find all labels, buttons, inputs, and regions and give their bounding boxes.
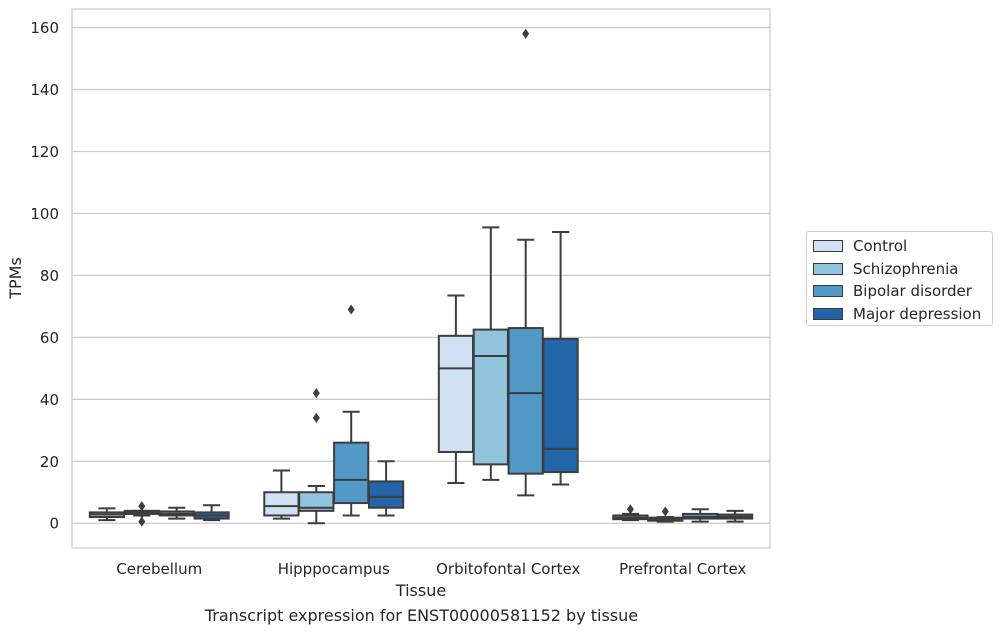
y-tick-label: 140 xyxy=(30,81,59,99)
legend-swatch xyxy=(813,285,843,297)
box-iqr xyxy=(437,334,475,453)
y-tick-label: 0 xyxy=(49,515,59,533)
y-tick-label: 60 xyxy=(40,329,59,347)
box-bipolar-disorder xyxy=(158,506,195,520)
legend-item: Control xyxy=(813,237,907,255)
grid-lines xyxy=(72,26,770,524)
legend-item: Major depression xyxy=(813,305,981,323)
box-schizophrenia xyxy=(472,226,509,481)
legend-swatch xyxy=(813,307,843,320)
x-tick-label: Hipppocampus xyxy=(278,560,390,578)
legend: Control Schizophrenia Bipolar disorder Majo… xyxy=(806,231,993,326)
legend-swatch xyxy=(813,262,843,275)
x-tick-label: Cerebellum xyxy=(116,560,202,578)
box-bipolar-disorder xyxy=(333,304,370,517)
figure-caption: Transcript expression for ENST0000058115… xyxy=(204,606,639,625)
box-bipolar-disorder xyxy=(507,28,544,497)
x-tick-label: Prefrontal Cortex xyxy=(619,560,746,578)
legend-label: Control xyxy=(853,237,908,255)
x-axis-ticks: Cerebellum Hipppocampus Orbitofontal Corte… xyxy=(116,560,746,578)
box-major-depression xyxy=(367,460,405,517)
box-iqr xyxy=(472,328,509,466)
y-tick-label: 20 xyxy=(40,453,59,471)
box-control xyxy=(437,294,475,484)
y-axis-label: TPMs xyxy=(6,257,25,300)
box-major-depression xyxy=(716,509,754,523)
legend-label: Major depression xyxy=(853,304,982,323)
box-iqr xyxy=(507,327,544,475)
legend-label: Schizophrenia xyxy=(853,259,959,278)
box-schizophrenia xyxy=(298,388,335,525)
y-tick-label: 40 xyxy=(40,391,59,409)
y-tick-label: 160 xyxy=(30,19,59,37)
y-axis-ticks: 0 20 40 60 80 100 120 140 160 xyxy=(30,19,59,533)
outlier-point xyxy=(312,388,320,399)
outlier-point xyxy=(312,412,320,423)
legend-swatch xyxy=(813,240,843,252)
outlier-point xyxy=(138,501,146,512)
outlier-point xyxy=(347,304,355,315)
y-tick-label: 120 xyxy=(30,143,59,161)
outlier-point xyxy=(138,508,146,519)
box-iqr xyxy=(263,491,300,517)
plot-area xyxy=(71,8,771,549)
outlier-point xyxy=(138,516,146,527)
box-major-depression xyxy=(542,231,579,486)
box-iqr xyxy=(367,480,405,509)
legend-item: Schizophrenia xyxy=(813,260,958,278)
box-major-depression xyxy=(193,504,230,522)
outlier-point xyxy=(661,506,669,517)
x-tick-label: Orbitofontal Cortex xyxy=(436,560,580,578)
box-iqr xyxy=(333,441,370,505)
box-iqr xyxy=(542,337,579,474)
outlier-point xyxy=(522,28,530,39)
outlier-point xyxy=(626,504,634,515)
legend-item: Bipolar disorder xyxy=(813,282,972,300)
plot-marks xyxy=(88,28,754,527)
x-axis-label: Tissue xyxy=(395,581,446,600)
legend-label: Bipolar disorder xyxy=(853,282,972,300)
y-tick-label: 100 xyxy=(30,205,59,223)
y-tick-label: 80 xyxy=(40,267,59,285)
